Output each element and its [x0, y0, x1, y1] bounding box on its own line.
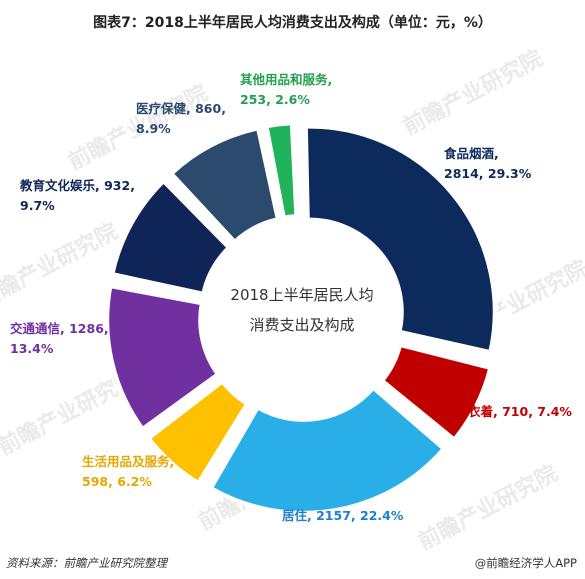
donut-slice	[208, 385, 447, 515]
donut-slice	[264, 121, 299, 220]
donut-slice	[105, 283, 221, 432]
brand-credit: @前瞻经济学人APP	[474, 556, 577, 570]
data-label: 253, 2.6%	[240, 92, 310, 107]
center-label-line-1: 2018上半年居民人均	[230, 286, 373, 304]
donut-slice	[379, 342, 493, 443]
donut-slice	[110, 178, 232, 297]
data-label: 2814, 29.3%	[444, 166, 532, 181]
data-label: 598, 6.2%	[82, 474, 152, 489]
data-label: 生活用品及服务,	[82, 454, 174, 469]
data-label: 衣着, 710, 7.4%	[468, 404, 572, 419]
center-label-line-2: 消费支出及构成	[249, 316, 354, 334]
data-label: 交通通信, 1286,	[10, 321, 109, 336]
data-label: 8.9%	[136, 121, 171, 136]
donut-slice	[303, 124, 497, 355]
donut-slice	[168, 125, 281, 245]
data-label: 其他用品和服务,	[240, 72, 332, 87]
data-label: 13.4%	[10, 341, 54, 356]
source-note: 资料来源：前瞻产业研究院整理	[6, 556, 167, 570]
data-label: 居住, 2157, 22.4%	[282, 508, 404, 523]
data-label: 9.7%	[20, 198, 55, 213]
donut-slice	[145, 378, 250, 486]
data-label: 食品烟酒,	[443, 146, 499, 161]
data-label: 医疗保健, 860,	[136, 101, 226, 116]
data-label: 教育文化娱乐, 932,	[19, 178, 135, 193]
chart-title: 图表7：2018上半年居民人均消费支出及构成（单位：元，%）	[93, 15, 492, 31]
